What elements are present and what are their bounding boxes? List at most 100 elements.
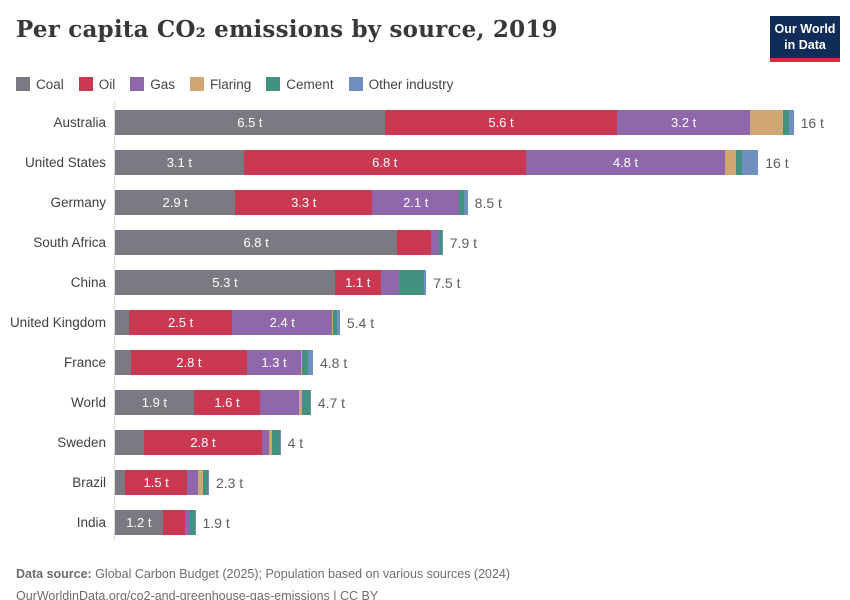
bar-segment-cement [190, 510, 195, 535]
chart-row: France 2.8 t 1.3 t 4.8 t [0, 343, 850, 383]
bar-total-label: 1.9 t [202, 514, 230, 531]
bar-segment-gas [187, 470, 199, 495]
bar-total-label: 16 t [800, 114, 824, 131]
bar-total-label: 2.3 t [215, 474, 244, 491]
bar-segment-coal [115, 350, 131, 375]
bar-segment-cement [301, 350, 308, 375]
y-axis-line [114, 100, 115, 541]
bar-segment-gas: 1.3 t [246, 350, 301, 375]
bar-segment-oil: 3.3 t [235, 190, 373, 215]
data-source-text: Global Carbon Budget (2025); Population … [91, 566, 511, 581]
bar-segment-oil: 5.6 t [384, 110, 618, 135]
bar-segment-other-industry [208, 470, 209, 495]
chart-row: United Kingdom 2.5 t 2.4 t 5.4 t [0, 303, 850, 343]
bar-segment-gas [431, 230, 440, 255]
bar-segment-gas [261, 430, 269, 455]
legend-swatch [78, 77, 93, 91]
stacked-bar: 6.8 t [115, 230, 443, 255]
bar-segment-cement [459, 190, 465, 215]
legend-item-flaring: Flaring [190, 77, 251, 92]
country-label: World [70, 395, 106, 410]
owid-logo-line2: in Data [784, 38, 826, 53]
legend-label: Oil [98, 76, 116, 92]
bar-segment-cement [203, 470, 209, 495]
bar-segment-other-industry [742, 150, 759, 175]
bar-segment-oil: 2.8 t [144, 430, 262, 455]
bar-segment-oil: 1.5 t [125, 470, 188, 495]
data-source-line: Data source: Global Carbon Budget (2025)… [16, 563, 834, 586]
bar-segment-other-industry [307, 350, 313, 375]
bar-segment-oil: 6.8 t [243, 150, 526, 175]
bar-segment-oil: 1.6 t [193, 390, 261, 415]
chart-row: Germany 2.9 t 3.3 t 2.1 t 8.5 t [0, 183, 850, 223]
bar-total-label: 4.7 t [317, 394, 346, 411]
country-label: France [63, 355, 106, 370]
legend-label: Cement [286, 76, 334, 92]
legend-label: Flaring [210, 76, 252, 92]
owid-logo: Our World in Data [770, 16, 840, 62]
data-source-label: Data source: [16, 566, 92, 581]
country-label: Germany [50, 195, 106, 210]
bar-segment-cement [301, 390, 310, 415]
stacked-bar: 2.8 t [115, 430, 281, 455]
bar-segment-other-industry [194, 510, 196, 535]
bar-segment-flaring [300, 350, 302, 375]
chart-title: Per capita CO₂ emissions by source, 2019 [16, 16, 558, 43]
bar-segment-coal: 1.2 t [115, 510, 163, 535]
owid-logo-line1: Our World [774, 22, 836, 36]
bar-segment-flaring [299, 390, 302, 415]
country-label: Sweden [57, 435, 106, 450]
bar-segment-coal: 2.9 t [115, 190, 236, 215]
bar-segment-oil: 2.5 t [128, 310, 233, 335]
bar-total-label: 7.5 t [433, 274, 461, 291]
bar-segment-flaring [189, 510, 191, 535]
country-label: United States [24, 155, 106, 170]
country-label: Australia [53, 115, 106, 130]
chart-row: India 1.2 t 1.9 t [0, 503, 850, 543]
bar-segment-coal: 1.9 t [115, 390, 194, 415]
stacked-bar: 2.8 t 1.3 t [115, 350, 313, 375]
bar-segment-oil: 2.8 t [130, 350, 247, 375]
chart: Australia 6.5 t 5.6 t 3.2 t 16 t United State… [0, 100, 850, 543]
chart-header: Per capita CO₂ emissions by source, 2019… [0, 0, 850, 62]
bar-segment-flaring [725, 150, 737, 175]
bar-segment-flaring [268, 430, 272, 455]
stacked-bar: 1.5 t [115, 470, 209, 495]
country-label: China [70, 275, 106, 290]
bar-total-label: 8.5 t [474, 194, 502, 211]
bar-segment-gas: 3.2 t [617, 110, 750, 135]
bar-total-label: 16 t [765, 154, 789, 171]
bar-segment-gas: 2.1 t [372, 190, 460, 215]
country-label: India [76, 515, 106, 530]
legend-swatch [190, 77, 205, 91]
bar-total-label: 7.9 t [449, 234, 478, 251]
chart-row: Australia 6.5 t 5.6 t 3.2 t 16 t [0, 103, 850, 143]
legend-item-coal: Coal [16, 77, 64, 92]
bar-segment-other-industry [464, 190, 468, 215]
chart-row: China 5.3 t 1.1 t 7.5 t [0, 263, 850, 303]
chart-row: Sweden 2.8 t 4 t [0, 423, 850, 463]
bar-segment-coal [115, 470, 125, 495]
citation-line: OurWorldinData.org/co2-and-greenhouse-ga… [16, 589, 379, 600]
stacked-bar: 6.5 t 5.6 t 3.2 t [115, 110, 794, 135]
bar-segment-other-industry [788, 110, 794, 135]
bar-segment-gas [380, 270, 400, 295]
bar-segment-flaring [198, 470, 204, 495]
chart-row: United States 3.1 t 6.8 t 4.8 t 16 t [0, 143, 850, 183]
bar-segment-oil: 1.1 t [334, 270, 381, 295]
bar-segment-coal: 6.8 t [115, 230, 398, 255]
bar-segment-other-industry [309, 390, 311, 415]
bar-total-label: 4 t [287, 434, 304, 451]
bar-segment-cement [399, 270, 425, 295]
country-label: South Africa [33, 235, 106, 250]
bar-total-label: 5.4 t [346, 314, 375, 331]
bar-segment-flaring [749, 110, 783, 135]
bar-segment-cement [333, 310, 337, 335]
legend-swatch [16, 77, 30, 91]
footer: Data source: Global Carbon Budget (2025)… [0, 563, 850, 600]
legend-swatch [130, 77, 145, 91]
legend-item-gas: Gas [130, 77, 175, 92]
chart-row: Brazil 1.5 t 2.3 t [0, 463, 850, 503]
bar-segment-coal: 5.3 t [115, 270, 335, 295]
